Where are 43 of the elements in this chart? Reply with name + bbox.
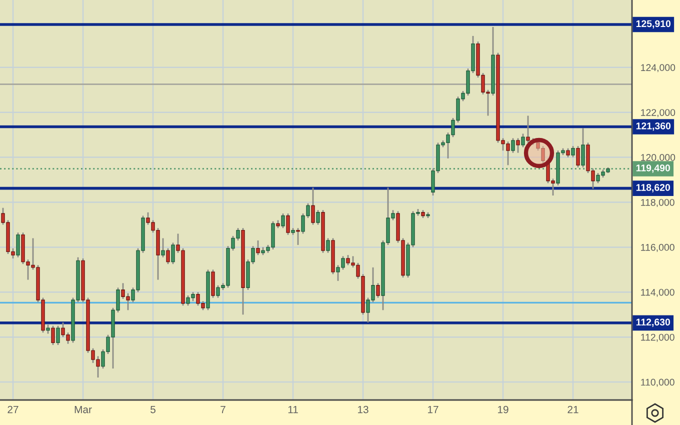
candlestick <box>571 145 575 158</box>
candlestick <box>296 227 300 246</box>
candlestick <box>511 138 515 154</box>
candlestick <box>286 212 290 236</box>
candlestick <box>581 127 585 168</box>
candlestick <box>211 268 215 298</box>
ref-line-label: 112,630 <box>636 318 670 327</box>
x-tick-label: 11 <box>288 406 298 414</box>
x-tick-label: Mar <box>74 406 92 414</box>
candlestick <box>171 242 175 265</box>
y-tick-label: 114,000 <box>641 288 674 297</box>
candlestick <box>516 138 520 154</box>
candlestick <box>376 282 380 298</box>
ref-line-label: 121,360 <box>636 122 671 131</box>
y-tick-label: 120,000 <box>641 154 676 162</box>
x-tick-label: 17 <box>428 406 438 414</box>
ref-line-label: 125,910 <box>636 20 671 29</box>
candlestick <box>521 133 525 148</box>
x-tick-label: 27 <box>8 406 18 414</box>
y-tick-label: 112,000 <box>641 334 674 342</box>
y-tick-label: 118,000 <box>641 198 674 208</box>
candlestick <box>256 240 260 256</box>
candlestick <box>51 325 55 346</box>
x-tick-label: 13 <box>358 406 368 414</box>
candlestick <box>576 145 580 168</box>
ref-line-label: 119,490 <box>636 164 670 173</box>
x-tick-label: 19 <box>498 406 508 414</box>
candlestick <box>16 232 20 258</box>
y-tick-label: 116,000 <box>641 244 674 252</box>
candlestick <box>161 238 165 258</box>
x-tick-label: 21 <box>568 406 578 414</box>
candlestick <box>281 212 285 229</box>
ref-line-label: 118,620 <box>636 184 670 192</box>
x-tick-label: 5 <box>150 406 156 414</box>
candlestick <box>56 325 60 346</box>
y-tick-label: 124,000 <box>641 64 676 72</box>
y-tick-label: 110,000 <box>641 378 674 387</box>
candlestick <box>166 248 170 265</box>
x-tick-label: 7 <box>220 406 226 414</box>
candlestick <box>311 186 315 226</box>
candlestick <box>316 209 320 226</box>
y-tick-label: 122,000 <box>641 109 676 118</box>
candlestick <box>326 238 330 254</box>
